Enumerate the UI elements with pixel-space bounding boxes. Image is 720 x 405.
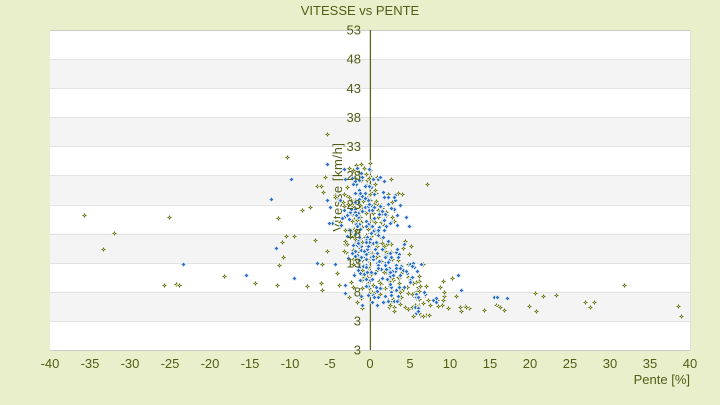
svg-text:8: 8 [354, 284, 361, 299]
svg-text:Vitesse [km/h]: Vitesse [km/h] [330, 142, 345, 231]
svg-text:Pente [%]: Pente [%] [634, 372, 690, 387]
svg-text:-40: -40 [41, 356, 60, 371]
svg-text:40: 40 [683, 356, 697, 371]
svg-text:0: 0 [366, 356, 373, 371]
svg-text:48: 48 [347, 52, 361, 67]
svg-text:-5: -5 [324, 356, 336, 371]
svg-text:20: 20 [523, 356, 537, 371]
svg-text:13: 13 [347, 255, 361, 270]
svg-text:43: 43 [347, 81, 361, 96]
svg-text:28: 28 [347, 168, 361, 183]
svg-text:38: 38 [347, 110, 361, 125]
svg-text:-10: -10 [281, 356, 300, 371]
svg-text:3: 3 [354, 343, 361, 358]
svg-text:33: 33 [347, 139, 361, 154]
svg-text:18: 18 [347, 226, 361, 241]
svg-text:VITESSE vs PENTE: VITESSE vs PENTE [301, 3, 420, 18]
svg-text:-15: -15 [241, 356, 260, 371]
svg-text:53: 53 [347, 23, 361, 38]
svg-text:23: 23 [347, 197, 361, 212]
svg-text:15: 15 [483, 356, 497, 371]
svg-text:25: 25 [563, 356, 577, 371]
svg-text:35: 35 [643, 356, 657, 371]
svg-text:5: 5 [406, 356, 413, 371]
svg-text:-25: -25 [161, 356, 180, 371]
svg-text:-35: -35 [81, 356, 100, 371]
svg-text:10: 10 [443, 356, 457, 371]
svg-text:30: 30 [603, 356, 617, 371]
svg-text:-30: -30 [121, 356, 140, 371]
svg-text:3: 3 [354, 314, 361, 329]
svg-text:-20: -20 [201, 356, 220, 371]
